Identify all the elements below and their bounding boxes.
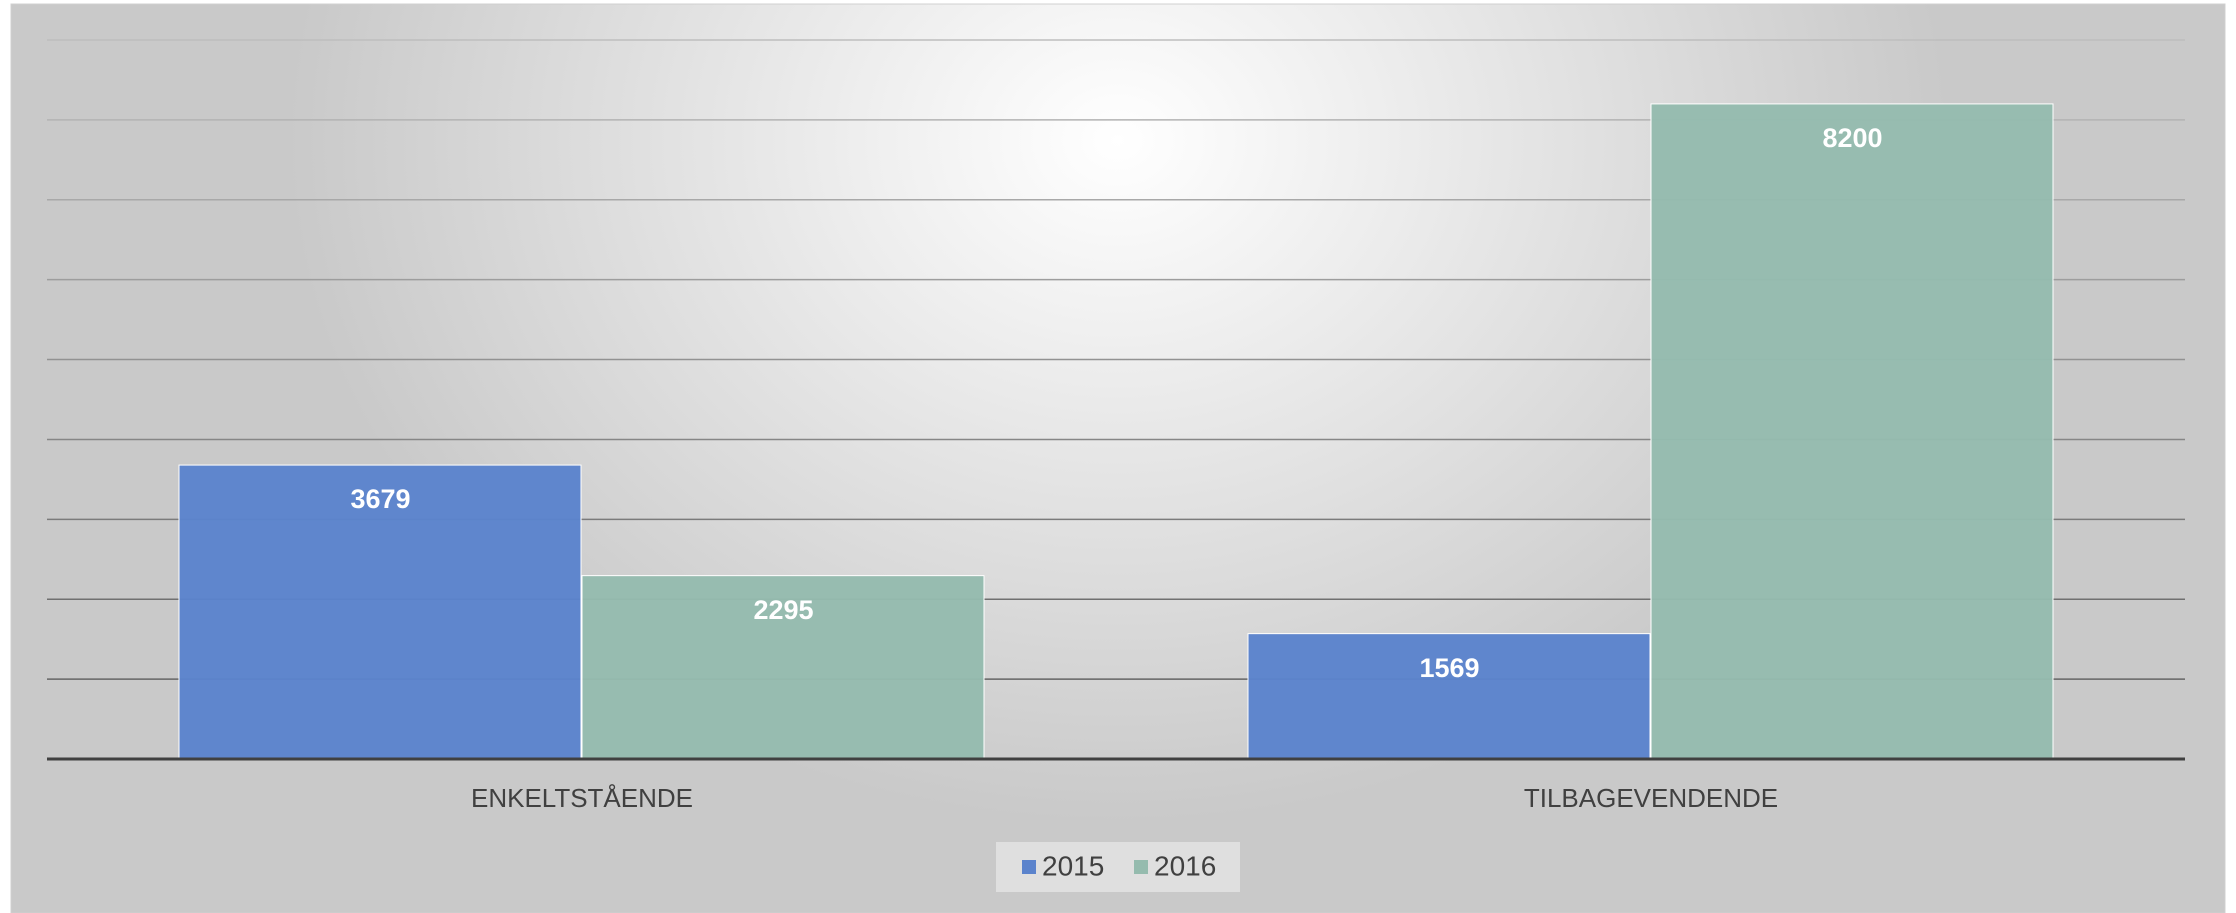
bar <box>1247 633 1651 760</box>
data-label: 8200 <box>1822 123 1882 153</box>
legend-swatch <box>1022 860 1036 874</box>
data-label: 2295 <box>753 595 813 625</box>
data-label: 1569 <box>1419 653 1479 683</box>
x-tick-label: ENKELTSTÅENDE <box>471 783 693 813</box>
bar <box>581 575 985 760</box>
data-label: 3679 <box>350 484 410 514</box>
x-tick-label: TILBAGEVENDENDE <box>1524 783 1778 813</box>
legend-swatch <box>1134 860 1148 874</box>
bar <box>1650 103 2054 760</box>
bar <box>178 464 582 760</box>
legend-box <box>996 842 1240 892</box>
legend-label: 2015 <box>1042 850 1104 881</box>
legend-label: 2016 <box>1154 850 1216 881</box>
